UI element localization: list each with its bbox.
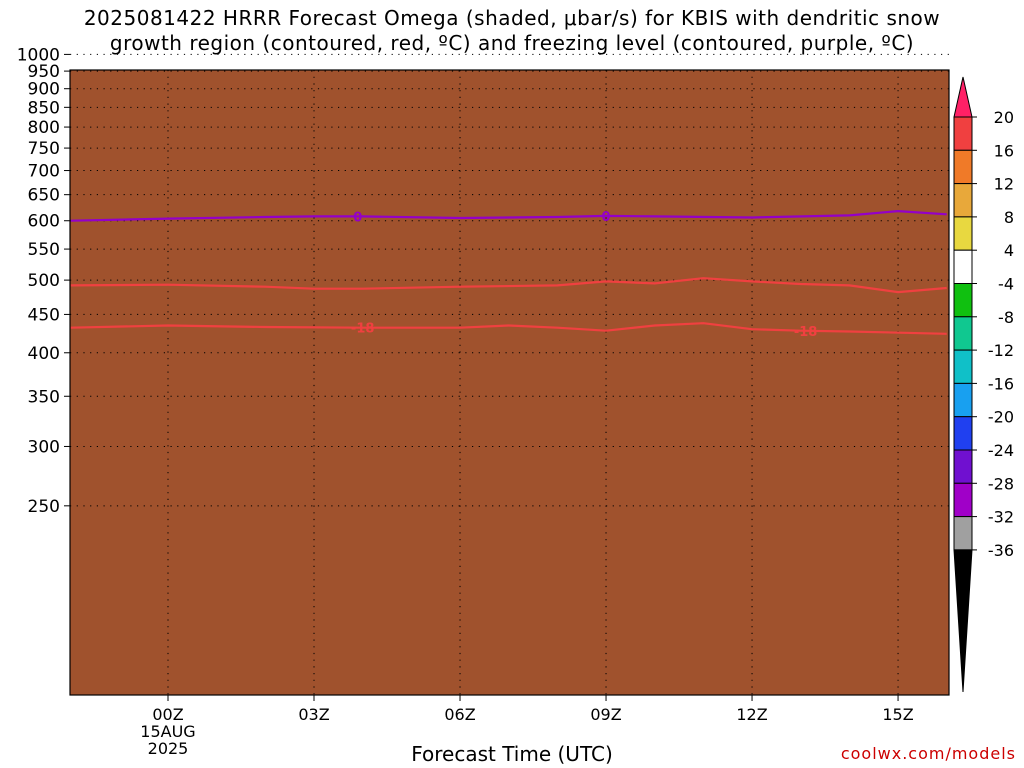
colorbar-label: -12	[988, 341, 1014, 360]
temperature-contours: -18 -18 0 0	[70, 210, 947, 340]
x-axis-title: Forecast Time (UTC)	[411, 742, 613, 766]
colorbar-box	[953, 482, 973, 518]
colorbar-box	[953, 449, 973, 484]
credit-link[interactable]: coolwx.com/models	[840, 744, 1016, 763]
contour-label: 0	[353, 210, 362, 225]
contour-line	[70, 277, 947, 294]
y-tick-label: 600	[28, 212, 60, 232]
x-tick-label: 12Z	[736, 705, 767, 724]
colorbar-box	[953, 283, 973, 318]
ground-fill	[70, 70, 949, 695]
y-tick-label: 650	[28, 186, 60, 206]
colorbar-label: 16	[994, 141, 1014, 160]
y-tick-label: 800	[28, 118, 60, 138]
contour-line	[70, 322, 947, 335]
colorbar-box	[953, 516, 973, 551]
y-tick-label: 550	[28, 240, 60, 260]
y-tick-label: 350	[28, 387, 60, 407]
colorbar-box	[953, 216, 973, 251]
colorbar-box	[953, 349, 973, 384]
contour-label: 0	[602, 210, 611, 225]
ground-below-surface	[70, 70, 949, 695]
colorbar-label: -36	[988, 541, 1014, 560]
colorbar-label: -20	[988, 408, 1014, 427]
chart-title-line-2: growth region (contoured, red, ºC) and f…	[109, 31, 915, 55]
colorbar-box	[953, 249, 973, 284]
y-tick-label: 450	[28, 305, 60, 325]
y-tick-label: 750	[28, 139, 60, 159]
colorbar-box	[953, 183, 973, 218]
colorbar-label: -16	[988, 374, 1014, 393]
y-tick-label: 500	[28, 271, 60, 291]
colorbar-label: 20	[994, 108, 1014, 127]
y-tick-label: 700	[28, 162, 60, 182]
colorbar-label: -4	[998, 275, 1014, 294]
y-tick-label: 850	[28, 98, 60, 118]
y-tick-label: 250	[28, 497, 60, 517]
x-tick-date: 15AUG	[140, 722, 195, 741]
colorbar-bottom-arrow	[953, 549, 973, 693]
contour-label: -18	[351, 322, 375, 337]
colorbar-box	[953, 382, 973, 418]
colorbar-top-arrow	[953, 76, 973, 118]
y-tick-label: 400	[28, 344, 60, 364]
colorbar-label: -32	[988, 508, 1014, 527]
x-tick-label: 03Z	[298, 705, 329, 724]
plot-frame	[69, 69, 950, 696]
x-tick-label: 06Z	[444, 705, 475, 724]
colorbar-box	[953, 116, 973, 151]
colorbar-label: -8	[998, 308, 1014, 327]
y-tick-label: 1000	[17, 45, 60, 65]
colorbar-label: -24	[988, 441, 1014, 460]
contour-line	[70, 210, 947, 222]
omega-colorbar: 20 16 12 8 4 -4 -8 -12 -16 -20 -24 -28 -32 -36	[953, 76, 1014, 693]
colorbar-label: 4	[1004, 241, 1014, 260]
pressure-axis: 2503003504004505005506006507007508008509…	[17, 45, 70, 517]
colorbar-label: 12	[994, 175, 1014, 194]
x-tick-label: 00Z	[152, 705, 183, 724]
contour-label: -18	[794, 325, 818, 340]
y-tick-label: 900	[28, 80, 60, 100]
colorbar-box	[953, 316, 973, 351]
colorbar-box	[953, 416, 973, 451]
colorbar-label: -28	[988, 474, 1014, 493]
x-tick-label: 15Z	[882, 705, 913, 724]
x-tick-year: 2025	[148, 739, 189, 758]
chart-title-line-1: 2025081422 HRRR Forecast Omega (shaded, …	[83, 6, 941, 30]
y-tick-label: 300	[28, 437, 60, 457]
x-tick-label: 09Z	[590, 705, 621, 724]
y-tick-label: 950	[28, 62, 60, 82]
colorbar-box	[953, 149, 973, 185]
colorbar-label: 8	[1004, 208, 1014, 227]
